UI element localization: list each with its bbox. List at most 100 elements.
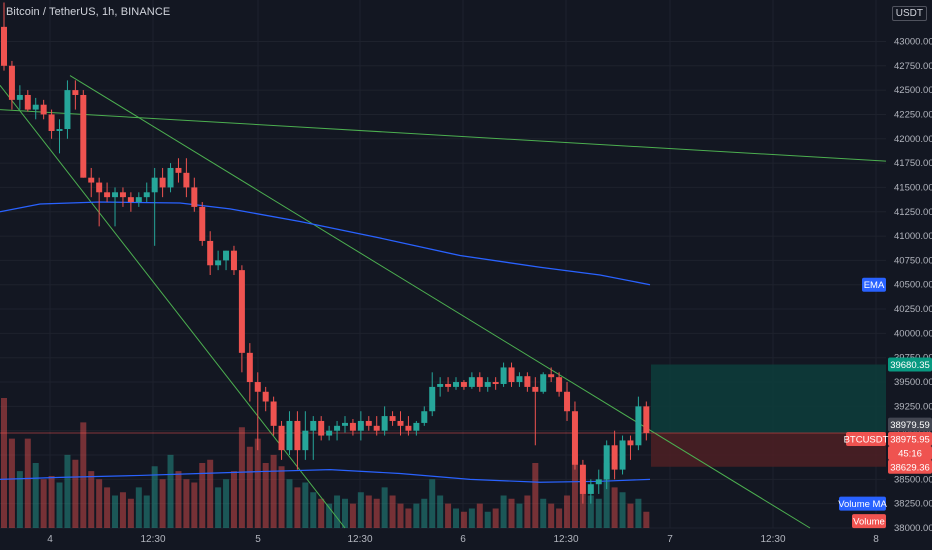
- volume-bar: [175, 471, 182, 528]
- volume-ma-tag-bg: [839, 496, 886, 511]
- volume-bar: [326, 503, 333, 528]
- volume-bar: [151, 466, 158, 528]
- volume-bar: [96, 479, 103, 528]
- volume-tag-bg: [852, 514, 886, 529]
- volume-bar: [413, 503, 420, 528]
- volume-bar: [603, 463, 610, 528]
- volume-bar: [191, 482, 198, 528]
- y-tick-label: 38000.00: [894, 523, 932, 534]
- candle-body: [595, 479, 602, 485]
- x-tick-label: 6: [460, 534, 466, 545]
- volume-bar: [159, 479, 166, 528]
- volume-bar: [643, 511, 650, 528]
- candle-body: [96, 182, 103, 193]
- volume-bar: [183, 479, 190, 528]
- volume-bar: [611, 487, 618, 528]
- trendline-descending: [69, 75, 811, 529]
- volume-ma-tag: Volume MA: [838, 499, 887, 510]
- volume-bar: [540, 498, 547, 528]
- volume-bar: [334, 495, 341, 528]
- volume-bar: [64, 454, 71, 528]
- candle-body: [492, 382, 499, 384]
- volume-bar: [238, 427, 245, 528]
- current-price-label-bg: [888, 417, 932, 432]
- volume-bar: [310, 492, 317, 528]
- target-price-label: 39680.35: [890, 360, 930, 371]
- volume-bar: [500, 495, 507, 528]
- volume-bar: [381, 487, 388, 528]
- volume-ma-line: [0, 469, 651, 483]
- last-price-label: 38975.95: [890, 435, 930, 446]
- candle-body: [334, 425, 341, 431]
- candle-body: [445, 383, 452, 387]
- candle-body: [167, 167, 174, 188]
- candle-body: [143, 192, 150, 198]
- candle-body: [453, 382, 460, 387]
- candle-body: [429, 386, 436, 412]
- candle-body: [199, 206, 206, 241]
- volume-bar: [389, 495, 396, 528]
- y-tick-label: 42000.00: [894, 134, 932, 145]
- x-tick-label: 7: [667, 534, 673, 545]
- volume-bar: [135, 487, 142, 528]
- candle-body: [151, 177, 158, 193]
- x-tick-label: 4: [47, 534, 53, 545]
- candle-body: [421, 411, 428, 423]
- volume-bar: [223, 479, 230, 528]
- candle-body: [460, 382, 467, 387]
- countdown-label-bg: [888, 446, 932, 461]
- volume-bar: [207, 459, 214, 528]
- volume-bar: [564, 495, 571, 528]
- volume-bar: [627, 503, 634, 528]
- current-price-label: 38979.59: [890, 420, 930, 431]
- volume-bar: [484, 511, 491, 528]
- candle-body: [389, 416, 396, 421]
- candle-body: [56, 129, 63, 131]
- candle-body: [532, 386, 539, 392]
- y-tick-label: 41750.00: [894, 158, 932, 169]
- candle-body: [112, 192, 119, 198]
- volume-bar: [119, 492, 126, 528]
- volume-bar: [548, 503, 555, 528]
- volume-bar: [24, 438, 31, 528]
- candle-body: [72, 90, 79, 95]
- volume-bar: [278, 466, 285, 528]
- candle-body: [254, 382, 261, 392]
- volume-bar: [167, 454, 174, 528]
- y-tick-label: 38250.00: [894, 499, 932, 510]
- candle-body: [104, 192, 111, 198]
- trendline-upper: [0, 109, 887, 162]
- candle-body: [564, 391, 571, 412]
- candle-body: [571, 411, 578, 465]
- volume-bar: [619, 492, 626, 528]
- trendline-steep: [0, 84, 346, 529]
- y-tick-label: 38500.00: [894, 474, 932, 485]
- candle-body: [500, 367, 507, 384]
- candle-body: [548, 374, 555, 378]
- symbol-tag: BTCUSDT: [844, 435, 889, 446]
- volume-bar: [16, 471, 23, 528]
- y-tick-label: 42500.00: [894, 85, 932, 96]
- candle-body: [159, 177, 166, 188]
- volume-bar: [492, 508, 499, 528]
- target-price-label-bg: [888, 357, 932, 372]
- volume-bar: [532, 463, 539, 528]
- volume-bar: [341, 498, 348, 528]
- last-price-label-bg: [888, 432, 932, 447]
- candle-body: [643, 406, 650, 434]
- candle-body: [88, 177, 95, 183]
- x-tick-label: 12:30: [347, 534, 372, 545]
- candle-body: [270, 401, 277, 426]
- candle-body: [32, 104, 39, 110]
- currency-badge[interactable]: USDT: [891, 6, 927, 21]
- y-tick-label: 41000.00: [894, 231, 932, 242]
- candle-body: [64, 90, 71, 130]
- ema-line: [0, 201, 651, 286]
- candle-body: [127, 197, 134, 203]
- volume-bar: [80, 422, 87, 528]
- volume-bar: [254, 438, 261, 528]
- candle-body: [611, 445, 618, 470]
- volume-bar: [270, 454, 277, 528]
